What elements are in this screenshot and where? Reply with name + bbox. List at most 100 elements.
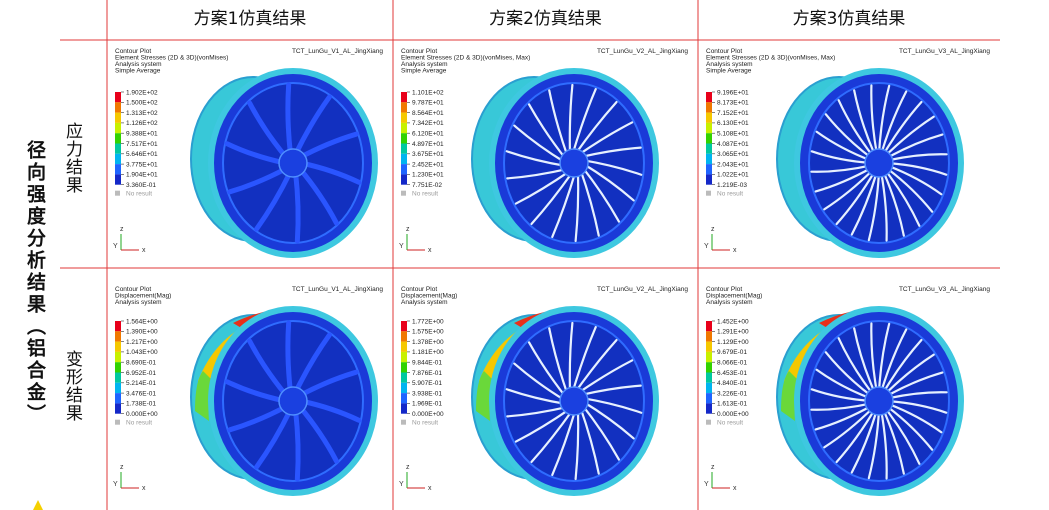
spoke	[247, 100, 290, 161]
spoke	[850, 170, 879, 236]
spoke	[810, 164, 873, 173]
legend-value: 1.022E+01	[717, 172, 749, 179]
wheel-rim-back	[776, 314, 902, 480]
legend-swatch	[706, 382, 712, 394]
hub	[559, 148, 589, 178]
spoke	[881, 407, 905, 475]
plot-header: Analysis system	[706, 61, 753, 68]
legend-value: 1.313E+02	[126, 110, 158, 117]
spoke	[580, 399, 635, 440]
spoke	[885, 153, 948, 162]
legend-value: 3.360E-01	[126, 182, 156, 189]
legend-value: 1.902E+02	[126, 89, 158, 96]
spoke	[879, 90, 908, 156]
legend-value: 1.500E+02	[126, 100, 158, 107]
spoke	[879, 170, 888, 242]
legend-value: 3.065E+01	[717, 151, 749, 158]
spoke	[551, 170, 577, 239]
axis-label: z	[711, 464, 715, 471]
legend-value: 8.690E-01	[126, 360, 156, 367]
spoke	[883, 406, 921, 465]
legend-value: 3.938E-01	[412, 390, 442, 397]
legend-value: 1.904E+01	[126, 172, 158, 179]
wheel-rim-front	[208, 306, 378, 496]
spoke	[850, 408, 879, 474]
deformation-band	[198, 309, 303, 391]
wheel-face	[222, 320, 364, 482]
legend-swatch	[115, 164, 121, 175]
plot-header: Simple Average	[115, 68, 161, 75]
hub	[559, 386, 589, 416]
spoke	[579, 146, 642, 159]
plot-header: Simple Average	[401, 68, 447, 75]
spoke	[292, 332, 332, 395]
hub	[278, 386, 308, 416]
plot-header: Element Stresses (2D & 3D)(vonMises)	[115, 55, 228, 62]
legend-value: 9.787E+01	[412, 100, 444, 107]
legend-value: 1.738E-01	[126, 401, 156, 408]
legend-swatch	[706, 174, 712, 185]
spoke	[580, 164, 621, 223]
axis-label: Y	[704, 243, 709, 250]
no-result: No result	[412, 191, 438, 198]
spoke	[885, 391, 948, 400]
model-name: TCT_LunGu_V3_AL_JingXiang	[899, 286, 990, 293]
deformation-band	[784, 309, 889, 391]
deformation-band	[479, 309, 584, 391]
legend-swatch	[706, 362, 712, 373]
spoke	[574, 100, 618, 156]
plot-header: Element Stresses (2D & 3D)(vonMises, Max…	[401, 55, 530, 62]
legend-swatch	[115, 92, 121, 103]
spoke	[224, 379, 288, 404]
legend-swatch	[115, 102, 121, 113]
column-header: 方案2仿真结果	[489, 9, 602, 29]
legend-swatch	[115, 153, 121, 165]
legend-swatch	[401, 92, 407, 103]
axis-label: x	[428, 247, 432, 254]
spoke	[571, 87, 597, 156]
spoke	[548, 327, 569, 397]
deformation-band	[195, 371, 213, 421]
legend-swatch	[706, 122, 712, 134]
spoke	[884, 404, 934, 451]
plot-header: Contour Plot	[401, 48, 437, 55]
legend-value: 0.000E+00	[126, 411, 158, 418]
spoke	[227, 403, 290, 433]
legend-swatch	[401, 112, 407, 123]
legend-swatch	[706, 102, 712, 113]
spoke	[514, 169, 572, 205]
legend-value: 1.969E-01	[412, 401, 442, 408]
legend-value: 9.679E-01	[717, 349, 747, 356]
legend-value: 8.564E+01	[412, 110, 444, 117]
spoke	[580, 396, 643, 414]
axis-label: Y	[704, 481, 709, 488]
spoke	[883, 115, 935, 158]
spoke	[514, 407, 572, 443]
legend-value: 0.000E+00	[717, 411, 749, 418]
legend-swatch	[401, 403, 407, 414]
spoke	[823, 168, 875, 211]
spoke	[824, 351, 874, 398]
spoke	[292, 407, 301, 482]
axis-label: z	[120, 226, 124, 233]
legend-value: 1.043E+00	[126, 349, 158, 356]
wheel-face	[808, 320, 950, 482]
plot-header: Simple Average	[706, 68, 752, 75]
legend-value: 2.043E+01	[717, 161, 749, 168]
spoke	[884, 166, 934, 213]
legend-swatch	[115, 122, 121, 134]
spoke	[285, 320, 294, 395]
legend-swatch	[115, 403, 121, 414]
legend-swatch	[706, 143, 712, 154]
legend-swatch	[401, 133, 407, 144]
legend-value: 1.219E-03	[717, 182, 747, 189]
legend-value: 1.575E+00	[412, 329, 444, 336]
no-result: No result	[717, 420, 743, 427]
legend-swatch	[706, 351, 712, 363]
legend-swatch	[115, 341, 121, 352]
legend-value: 6.453E-01	[717, 370, 747, 377]
wheel-rim-front	[794, 68, 964, 258]
spoke	[527, 341, 568, 400]
